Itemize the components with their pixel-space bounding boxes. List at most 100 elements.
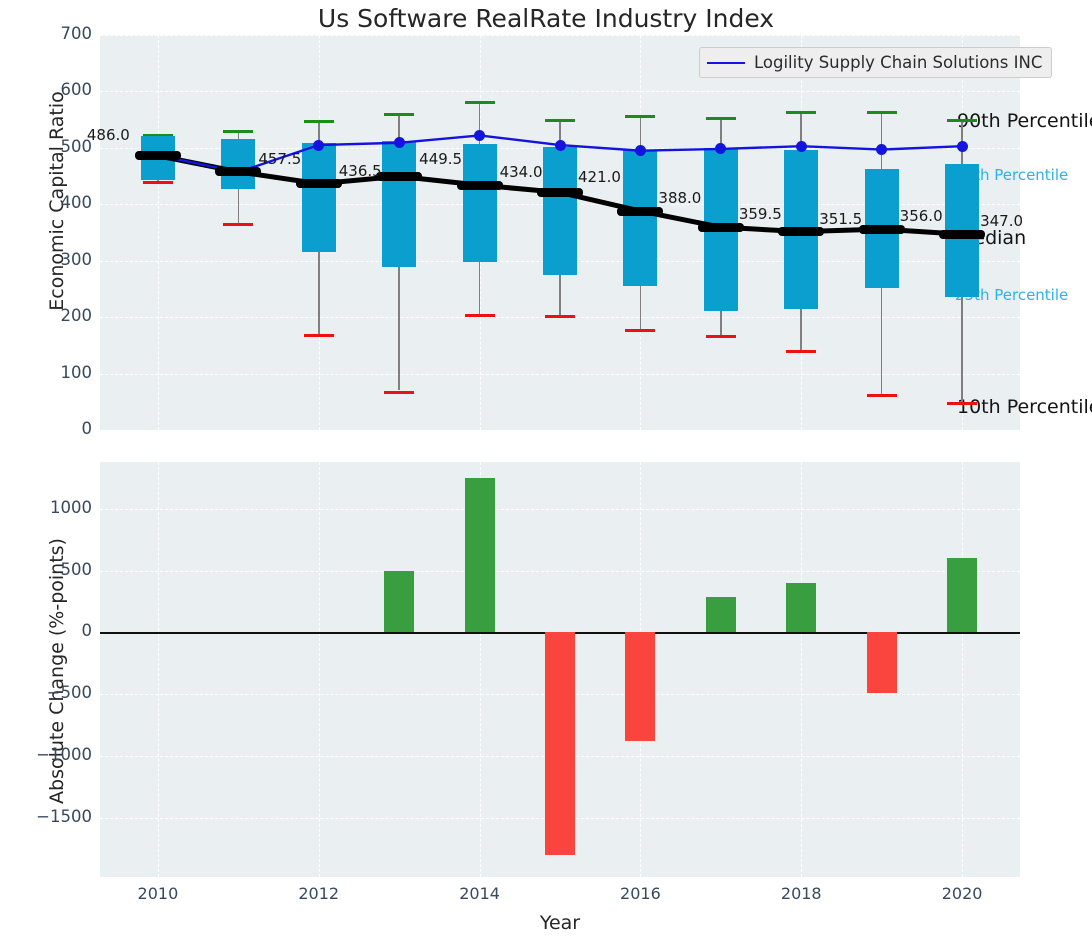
median-marker	[537, 187, 583, 197]
whisker-cap-p10	[625, 328, 656, 332]
gridline-horizontal	[100, 91, 1020, 93]
median-marker	[939, 229, 986, 239]
legend-label-logility: Logility Supply Chain Solutions INC	[754, 53, 1043, 72]
gridline-horizontal	[100, 373, 1020, 375]
whisker-cap-p90	[947, 119, 978, 123]
median-value-label: 486.0	[86, 125, 130, 144]
gridline-vertical	[157, 462, 159, 877]
whisker-cap-p90	[303, 120, 334, 124]
gridline-vertical	[801, 462, 803, 877]
gridline-horizontal	[100, 508, 1020, 510]
median-marker	[134, 151, 181, 161]
company-data-point	[393, 137, 405, 149]
median-value-label: 421.0	[578, 168, 621, 187]
whisker-cap-p10	[142, 181, 173, 185]
median-value-label: 388.0	[658, 189, 702, 208]
whisker-cap-p10	[464, 313, 495, 317]
y-tick-label-top: 600	[60, 80, 93, 100]
company-data-point	[313, 139, 325, 151]
x-tick-label: 2010	[137, 884, 179, 903]
box-iqr	[623, 149, 658, 287]
median-value-label: 356.0	[899, 207, 943, 226]
y-tick-label-top: 400	[60, 193, 93, 213]
whisker-cap-p10	[947, 401, 978, 405]
whisker-cap-p90	[464, 101, 495, 105]
company-data-point	[474, 129, 486, 141]
median-value-label: 449.5	[419, 150, 463, 169]
median-marker	[456, 180, 503, 190]
whisker-cap-p10	[384, 390, 415, 394]
change-bar	[625, 632, 656, 742]
change-bar	[947, 558, 978, 633]
whisker-cap-p90	[705, 117, 736, 121]
x-tick-label: 2014	[459, 884, 500, 903]
annotation-10th-percentile: 10th Percentile	[957, 396, 1092, 418]
median-value-label: 359.5	[738, 205, 782, 224]
whisker-cap-p90	[384, 112, 415, 116]
legend-line-swatch	[707, 61, 745, 64]
x-tick-label: 2020	[941, 884, 983, 903]
change-bar	[464, 478, 495, 633]
box-iqr	[382, 141, 417, 267]
whisker-cap-p10	[545, 315, 575, 319]
median-marker	[778, 227, 825, 237]
x-tick-label: 2018	[780, 884, 822, 903]
company-data-point	[554, 139, 566, 151]
gridline-vertical	[962, 462, 964, 877]
company-data-point	[876, 144, 888, 156]
change-bar	[786, 583, 817, 633]
gridline-vertical	[318, 462, 320, 877]
company-data-point	[715, 143, 727, 155]
box-iqr	[301, 143, 336, 253]
y-tick-label-top: 0	[81, 419, 93, 438]
company-data-point	[634, 145, 646, 157]
change-bar	[705, 596, 736, 633]
annotation-25th-percentile: 25th Percentile	[955, 286, 1069, 304]
company-data-point	[795, 140, 807, 152]
x-tick-label: 2012	[298, 884, 340, 903]
median-marker	[215, 167, 262, 177]
change-bar	[384, 570, 415, 633]
whisker-cap-p90	[625, 115, 656, 119]
whisker-cap-p10	[223, 222, 254, 226]
whisker-cap-p90	[786, 111, 817, 115]
y-tick-label-bottom: 1000	[50, 497, 92, 517]
median-value-label: 457.5	[258, 149, 302, 168]
median-marker	[376, 171, 423, 181]
box-iqr	[543, 146, 577, 276]
y-tick-label-bottom: −1000	[36, 744, 92, 764]
gridline-horizontal	[100, 570, 1020, 572]
y-tick-label-top: 500	[60, 136, 93, 156]
y-tick-label-bottom: 0	[81, 621, 93, 641]
whisker-cap-p10	[786, 350, 817, 354]
whisker-cap-p90	[866, 110, 897, 114]
whisker-cap-p10	[705, 335, 736, 339]
median-value-label: 347.0	[980, 212, 1024, 231]
gridline-vertical	[479, 462, 481, 877]
median-marker	[697, 222, 744, 232]
change-bar	[545, 632, 575, 855]
whisker-cap-p10	[303, 334, 334, 338]
median-marker	[295, 179, 342, 189]
annotation-90th-percentile: 90th Percentile	[957, 110, 1092, 132]
change-bar	[866, 632, 897, 693]
median-marker	[617, 206, 664, 216]
median-value-label: 436.5	[338, 161, 382, 180]
gridline-horizontal	[100, 35, 1020, 36]
box-iqr	[462, 143, 497, 262]
y-tick-label-top: 700	[60, 24, 93, 43]
company-data-point	[956, 140, 968, 152]
median-marker	[858, 224, 905, 234]
y-tick-label-top: 100	[60, 362, 93, 382]
whisker-cap-p90	[223, 129, 254, 133]
legend[interactable]: Logility Supply Chain Solutions INC	[699, 47, 1053, 78]
whisker-cap-p10	[866, 393, 897, 397]
x-tick-label: 2016	[620, 884, 661, 903]
gridline-vertical	[157, 35, 159, 430]
chart-title: Us Software RealRate Industry Index	[317, 4, 775, 33]
y-tick-label-top: 200	[60, 306, 93, 326]
x-axis-label: Year	[539, 912, 581, 934]
annotation-75th-percentile: 75th Percentile	[955, 166, 1069, 184]
median-value-label: 434.0	[499, 163, 543, 182]
